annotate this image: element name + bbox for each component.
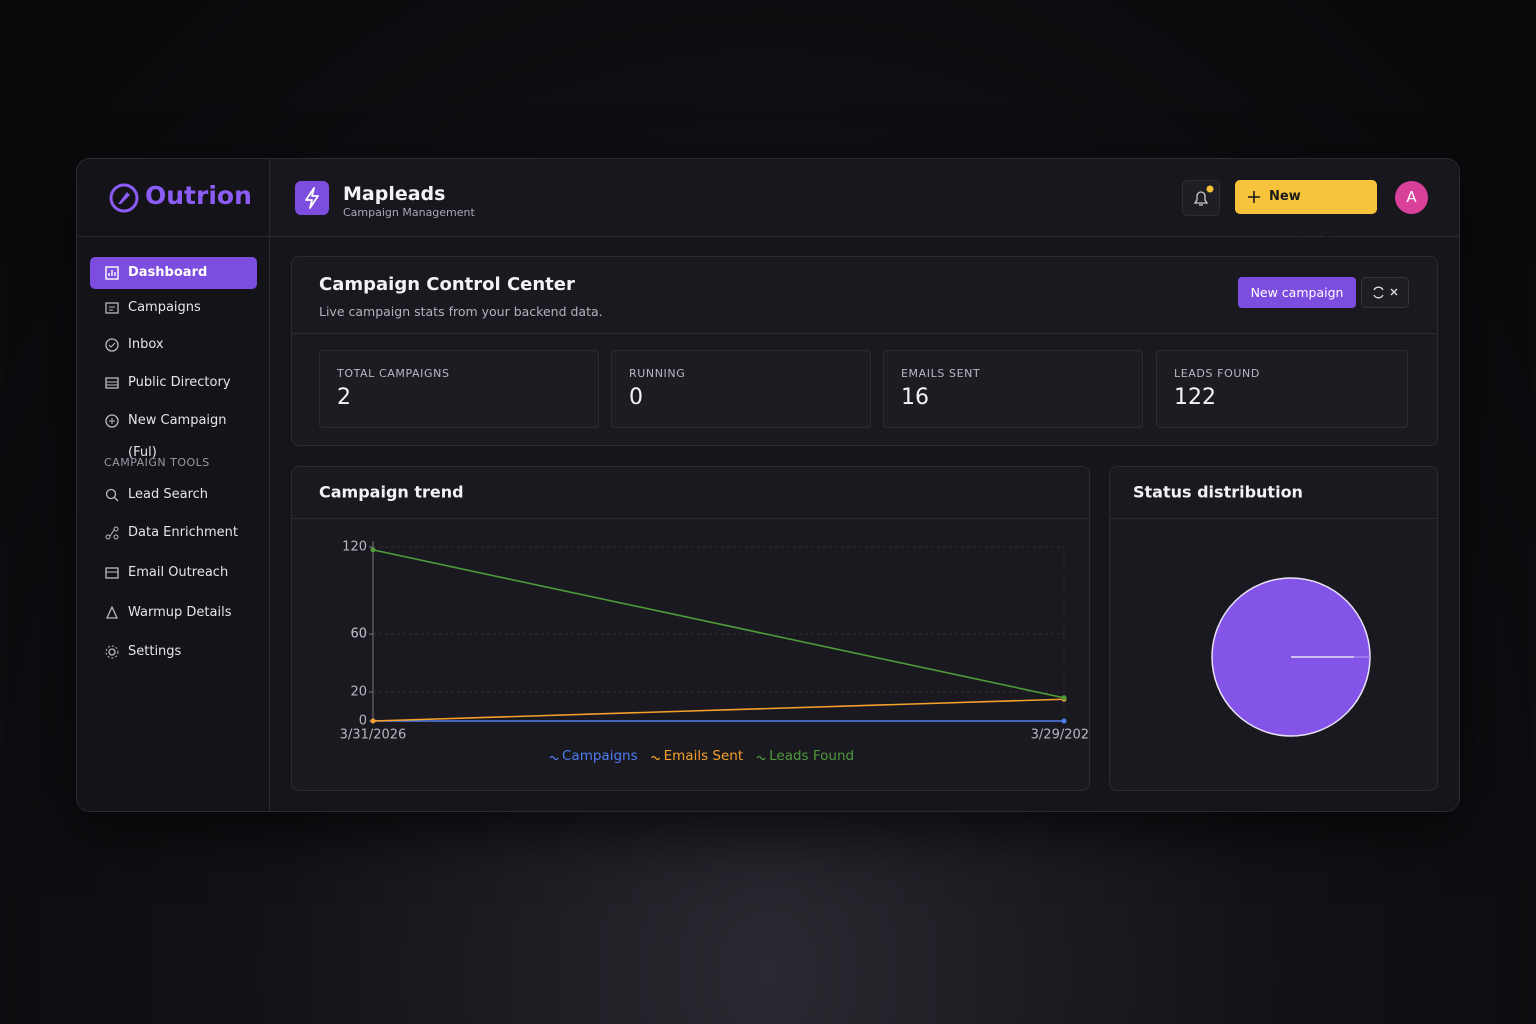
chart-title: Campaign trend (319, 483, 464, 502)
nav-item[interactable]: Email Outreach (90, 557, 257, 589)
nav-label: New Campaign (Ful) (128, 413, 227, 460)
x-tick-label: 3/29/2026 (1031, 728, 1089, 743)
legend-label: Leads Found (769, 748, 854, 764)
panel-title: Campaign Control Center (319, 274, 575, 295)
app-subtitle: Campaign Management (343, 206, 475, 219)
nav-label: Settings (128, 644, 182, 659)
new-campaign-button[interactable]: New campaign (1238, 277, 1356, 308)
trend-panel: Campaign trend 120 60 60 20 0 3/31/2026 3/29/2… (291, 466, 1090, 791)
legend-swatch (549, 755, 559, 761)
data-point (370, 718, 376, 724)
nav-label: Public Directory (128, 375, 231, 390)
nav-item[interactable]: Warmup Details (90, 597, 257, 629)
data-point (1061, 695, 1067, 701)
stat-value: 122 (1174, 385, 1216, 410)
brand-logo (109, 183, 139, 213)
pie-chart: Status distribution 2 (1133, 483, 1371, 737)
nav-label: Dashboard (128, 265, 208, 280)
y-tick-label: 120 (342, 540, 367, 555)
panel-subtitle: Live campaign stats from your backend da… (319, 304, 603, 319)
nav-item[interactable]: New Campaign (Ful) (90, 405, 257, 460)
nav-label: Email Outreach (128, 565, 229, 580)
y-tick-label: 20 (350, 685, 367, 700)
legend-swatch (651, 755, 661, 761)
stat-value: 0 (629, 385, 643, 410)
stat-label: EMAILS SENT (901, 367, 981, 380)
nav-item[interactable]: Data Enrichment (90, 517, 257, 549)
notification-button[interactable] (1182, 180, 1220, 216)
chart-title: Status distribution (1133, 483, 1303, 502)
nav-item[interactable]: Dashboard (90, 257, 257, 289)
data-point (370, 547, 376, 553)
nav-item[interactable]: Inbox (90, 329, 257, 361)
divider (292, 518, 1089, 519)
x-tick-label: 3/31/2026 (340, 728, 407, 743)
line-series (372, 698, 1065, 722)
button-label: New Campaign (1269, 189, 1342, 238)
legend-swatch (756, 755, 766, 761)
stat-card: TOTAL CAMPAIGNS 2 (319, 350, 599, 428)
nav-label: Data Enrichment (128, 525, 238, 540)
avatar[interactable]: A (1395, 181, 1428, 214)
nav-label: Inbox (128, 337, 164, 352)
nav-label: Campaigns (128, 300, 201, 315)
control-panel: Campaign Control Center Live campaign st… (291, 256, 1438, 446)
stat-value: 16 (901, 385, 929, 410)
stat-card: RUNNING 0 (611, 350, 871, 428)
new-campaign-button[interactable]: New Campaign (1235, 180, 1377, 238)
stat-card: LEADS FOUND 122 (1156, 350, 1408, 428)
nav-label: Warmup Details (128, 605, 232, 620)
nav-item[interactable]: Campaigns (90, 292, 257, 324)
brand-bar: Outrion (77, 159, 269, 237)
legend-label: Campaigns (562, 748, 638, 764)
nav-section: CAMPAIGN TOOLS (104, 456, 210, 469)
line-series (372, 549, 1065, 699)
app-title: Mapleads (343, 183, 446, 205)
nav-label: Lead Search (128, 487, 209, 502)
nav-item[interactable]: Lead Search (90, 479, 257, 511)
stat-card: EMAILS SENT 16 (883, 350, 1143, 428)
app-icon (295, 181, 329, 215)
y-tick-label: 60 (350, 627, 367, 642)
brand-name: Outrion (145, 181, 252, 210)
sidebar: Outrion Dashboard Campaigns Inbox Public… (77, 159, 270, 811)
refresh-button[interactable] (1361, 277, 1409, 308)
stat-label: RUNNING (629, 367, 686, 380)
y-tick-label: 60 (350, 627, 367, 642)
divider (292, 333, 1437, 334)
stat-label: LEADS FOUND (1174, 367, 1260, 380)
divider (1110, 518, 1437, 519)
nav-item[interactable]: Settings (90, 636, 257, 668)
app-window: Outrion Dashboard Campaigns Inbox Public… (76, 158, 1460, 812)
stat-label: TOTAL CAMPAIGNS (337, 367, 450, 380)
slice-label: 2 (1344, 645, 1352, 660)
status-panel: Status distribution 2 (1109, 466, 1438, 791)
stat-value: 2 (337, 385, 351, 410)
nav-item[interactable]: Public Directory (90, 367, 257, 399)
top-bar: Mapleads Campaign Management New Campaig… (270, 159, 1459, 238)
y-tick-label: 0 (359, 714, 367, 729)
legend-label: Emails Sent (664, 748, 744, 764)
data-point (1061, 718, 1067, 724)
